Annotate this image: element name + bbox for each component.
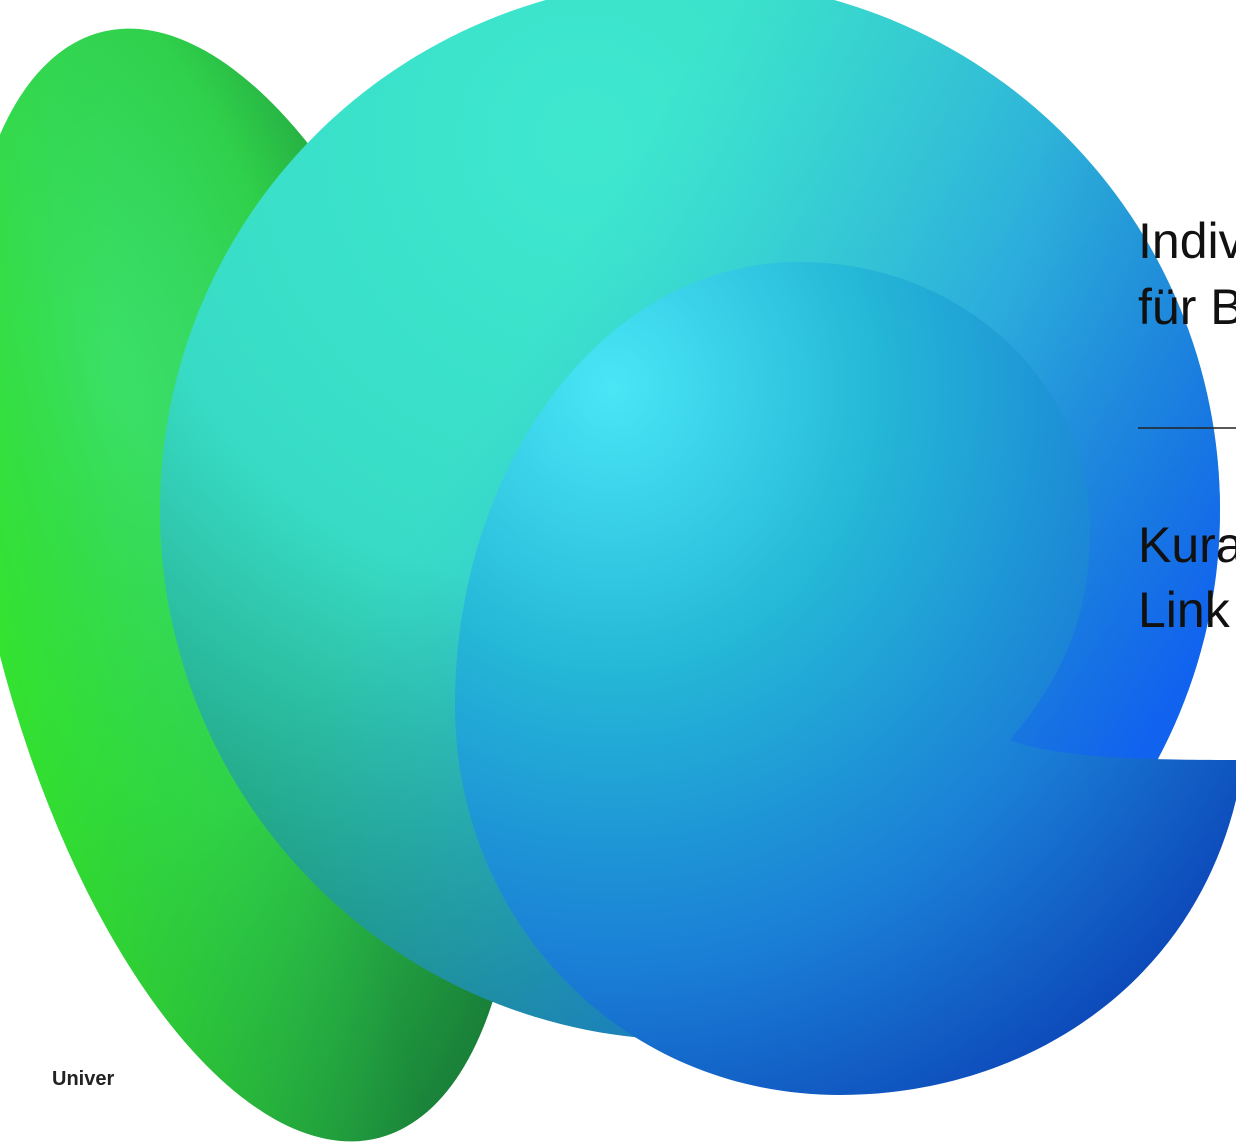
heading-line: für B (1138, 279, 1236, 335)
subtitle-line: Kura (1138, 517, 1236, 573)
heading-line: Indiv (1138, 213, 1236, 269)
footer-text: Univer (52, 1068, 114, 1090)
blue-blob (455, 262, 1236, 1095)
subtitle-line: Link (1138, 582, 1231, 638)
